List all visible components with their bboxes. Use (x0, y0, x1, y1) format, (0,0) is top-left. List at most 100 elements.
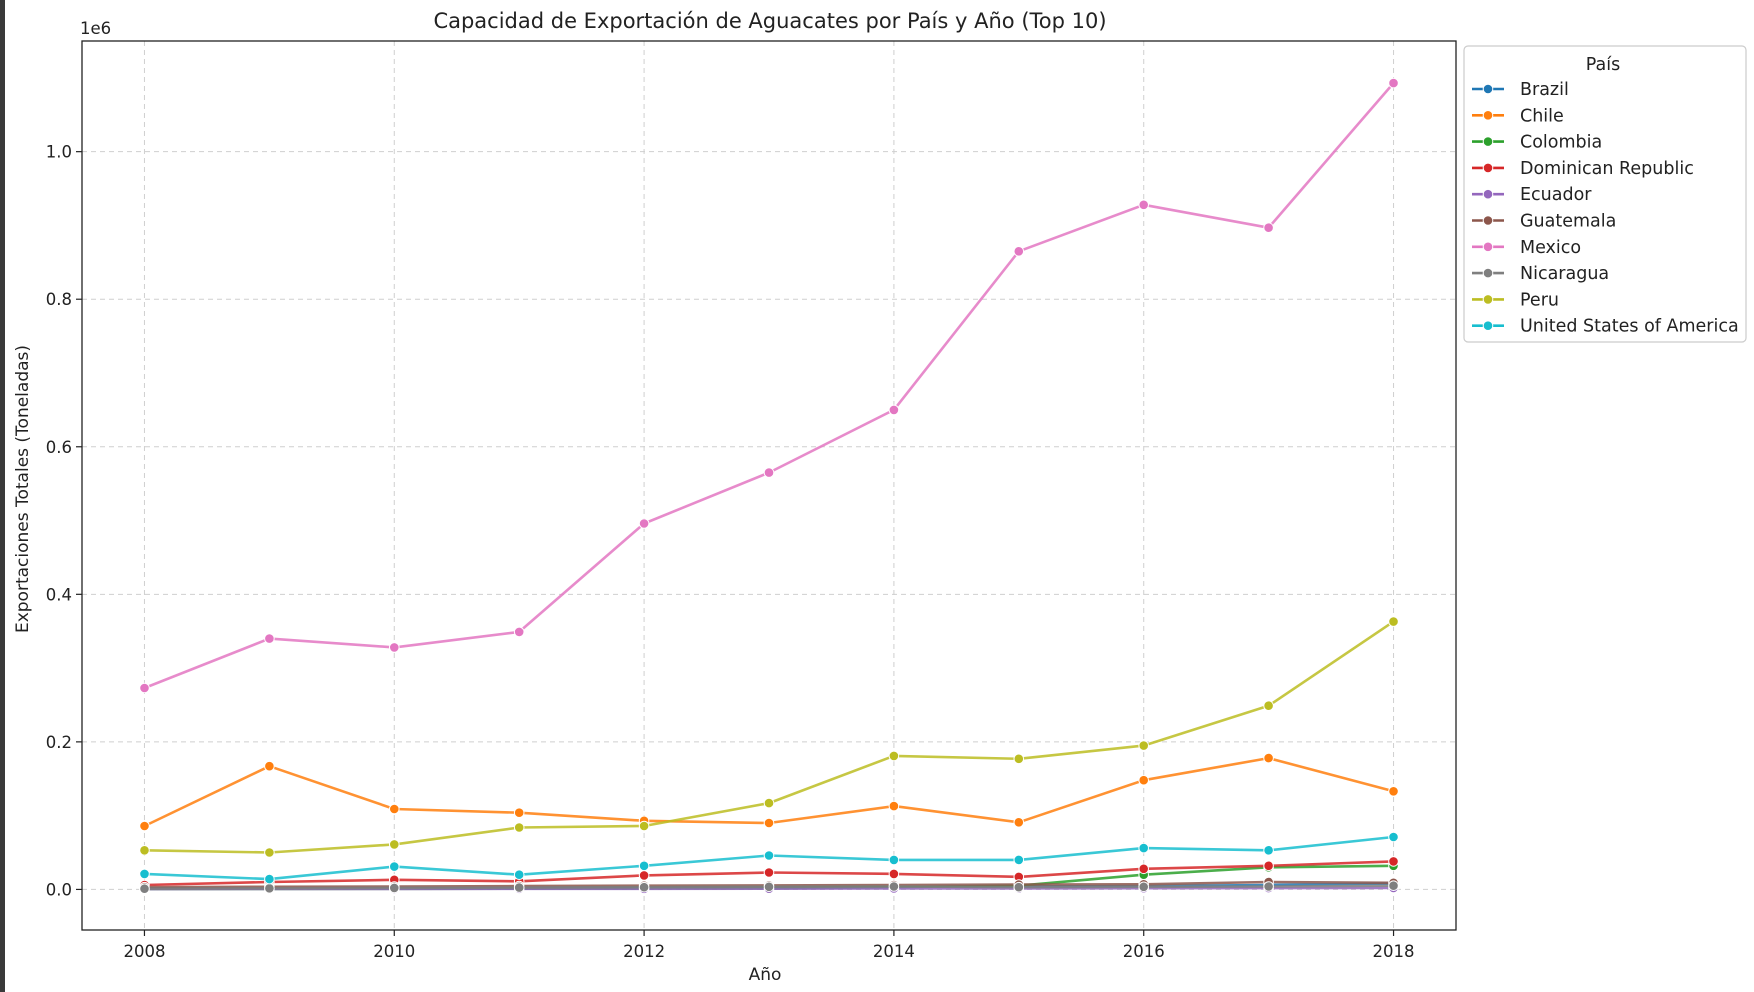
data-point (513, 882, 525, 893)
data-point (1263, 222, 1274, 233)
legend-swatch-marker (1482, 294, 1494, 305)
data-point (1138, 774, 1149, 786)
data-point (513, 807, 525, 819)
data-point (1138, 199, 1149, 211)
data-point (1138, 842, 1149, 854)
data-point (1263, 845, 1274, 856)
legend-swatch-marker (1482, 136, 1494, 147)
legend-label: Peru (1520, 290, 1559, 310)
legend-item-brazil: Brazil (1472, 80, 1569, 100)
data-point (1263, 700, 1274, 712)
data-point (1388, 880, 1399, 892)
legend-title: País (1586, 55, 1620, 75)
data-point (513, 822, 525, 833)
data-point (888, 800, 900, 812)
data-point (264, 873, 275, 885)
data-point (389, 803, 400, 815)
chart-title: Capacidad de Exportación de Aguacates po… (433, 9, 1106, 33)
series-peru (139, 616, 1399, 858)
data-point (638, 881, 650, 893)
legend-swatch-marker (1482, 188, 1494, 200)
data-point (1388, 616, 1399, 627)
data-point (139, 845, 150, 856)
data-point (264, 633, 275, 644)
data-point (264, 847, 275, 858)
y-axis-label: Exportaciones Totales (Toneladas) (13, 345, 33, 633)
y-tick-label: 0.4 (46, 585, 72, 604)
data-point (139, 820, 150, 832)
y-tick-label: 0.6 (46, 438, 72, 457)
legend-label: Guatemala (1520, 212, 1616, 232)
data-point (638, 820, 650, 832)
data-point (513, 869, 525, 881)
x-axis-label: Año (749, 965, 782, 985)
data-point (1263, 752, 1274, 764)
data-point (264, 760, 275, 772)
legend-item-colombia: Colombia (1472, 133, 1602, 153)
legend-item-nicaragua: Nicaragua (1472, 264, 1609, 284)
series-nicaragua (139, 880, 1399, 895)
data-point (763, 881, 775, 893)
data-point (888, 750, 900, 762)
data-point (389, 882, 400, 894)
y-offset-label: 1e6 (80, 19, 111, 38)
legend-label: United States of America (1520, 317, 1739, 337)
series-line-chile (143, 756, 1394, 828)
data-point (638, 870, 650, 881)
legend-label: Mexico (1520, 238, 1581, 258)
legend-swatch-marker (1482, 267, 1494, 279)
series-line-mexico (144, 82, 1395, 690)
grid (82, 41, 1456, 930)
data-point (1388, 831, 1399, 843)
data-point (139, 868, 150, 880)
data-point (638, 860, 650, 872)
data-point (1138, 740, 1149, 751)
legend-item-ecuador: Ecuador (1472, 185, 1592, 205)
y-tick-label: 0.0 (46, 880, 72, 899)
data-point (1388, 77, 1399, 89)
legend-label: Nicaragua (1520, 264, 1609, 284)
data-point (139, 682, 150, 694)
y-tick-label: 1.0 (46, 143, 72, 162)
data-point (264, 883, 275, 894)
data-point (1013, 817, 1025, 828)
x-tick-label: 2018 (1373, 942, 1415, 961)
data-point (1138, 863, 1149, 875)
data-point (389, 642, 400, 653)
data-point (389, 861, 400, 872)
data-point (139, 883, 150, 895)
data-point (1138, 881, 1149, 893)
legend-swatch-marker (1482, 215, 1494, 226)
series-united-states-of-america (139, 831, 1399, 885)
legend-item-peru: Peru (1472, 290, 1559, 310)
legend-items: Brazil Chile Colombia Dominican Republic Ecu… (1472, 80, 1739, 337)
data-point (638, 518, 650, 529)
data-point (888, 868, 900, 880)
data-point (763, 817, 775, 829)
legend-swatch-marker (1482, 241, 1494, 253)
legend-item-dominican-republic: Dominican Republic (1472, 159, 1694, 179)
x-tick-label: 2016 (1123, 942, 1165, 961)
legend-swatch-marker (1482, 83, 1494, 95)
data-point (1013, 854, 1025, 866)
data-point (1013, 881, 1025, 893)
data-point (1263, 881, 1274, 892)
data-point (888, 404, 900, 416)
legend-swatch-marker (1482, 110, 1494, 121)
data-point (888, 881, 900, 892)
x-tick-label: 2010 (373, 942, 415, 961)
legend: País Brazil Chile Colombia Dominican Republ… (1463, 45, 1747, 343)
legend-item-guatemala: Guatemala (1472, 212, 1616, 232)
legend-item-chile: Chile (1472, 106, 1564, 126)
x-axis: 2008 2010 2012 2014 2016 2018 (123, 930, 1415, 961)
data-point (1013, 753, 1025, 765)
data-point (1013, 246, 1025, 257)
data-point (763, 850, 775, 861)
data-point (1388, 786, 1399, 797)
x-tick-label: 2008 (123, 942, 165, 961)
legend-item-mexico: Mexico (1472, 238, 1581, 258)
series-mexico (139, 77, 1399, 694)
data-point (763, 797, 775, 809)
legend-item-united-states-of-america: United States of America (1472, 317, 1739, 337)
